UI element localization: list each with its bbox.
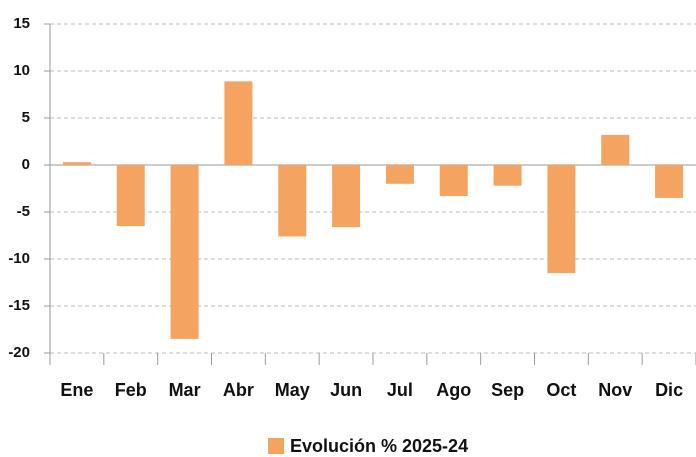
y-tick-label: -20 (8, 344, 30, 361)
y-tick-label: -5 (17, 203, 30, 220)
bar (493, 165, 522, 186)
x-tick-label: Abr (223, 380, 254, 400)
bar (385, 165, 414, 184)
x-tick-label: Dic (655, 380, 683, 400)
y-tick-label: 10 (13, 62, 30, 79)
legend-swatch (268, 438, 284, 454)
x-tick-label: Jul (387, 380, 413, 400)
y-tick-label: 0 (22, 156, 30, 173)
x-tick-label: Ago (436, 380, 471, 400)
bar (601, 134, 630, 165)
x-tick-label: Sep (491, 380, 524, 400)
bar (655, 165, 684, 198)
legend-label: Evolución % 2025-24 (290, 436, 468, 456)
y-tick-label: -15 (8, 297, 30, 314)
bar (116, 165, 145, 227)
x-tick-label: Oct (546, 380, 576, 400)
bar (547, 165, 576, 274)
bar (332, 165, 361, 228)
bar (170, 165, 199, 339)
x-tick-label: Feb (115, 380, 147, 400)
y-tick-label: 15 (13, 15, 30, 32)
bar (439, 165, 468, 197)
x-tick-label: May (275, 380, 310, 400)
y-tick-label: 5 (22, 109, 30, 126)
bar (278, 165, 307, 237)
x-tick-label: Ene (60, 380, 93, 400)
x-tick-label: Mar (169, 380, 201, 400)
bar (224, 81, 253, 165)
x-tick-label: Jun (330, 380, 362, 400)
bar (62, 162, 91, 165)
x-tick-label: Nov (598, 380, 632, 400)
y-tick-label: -10 (8, 250, 30, 267)
